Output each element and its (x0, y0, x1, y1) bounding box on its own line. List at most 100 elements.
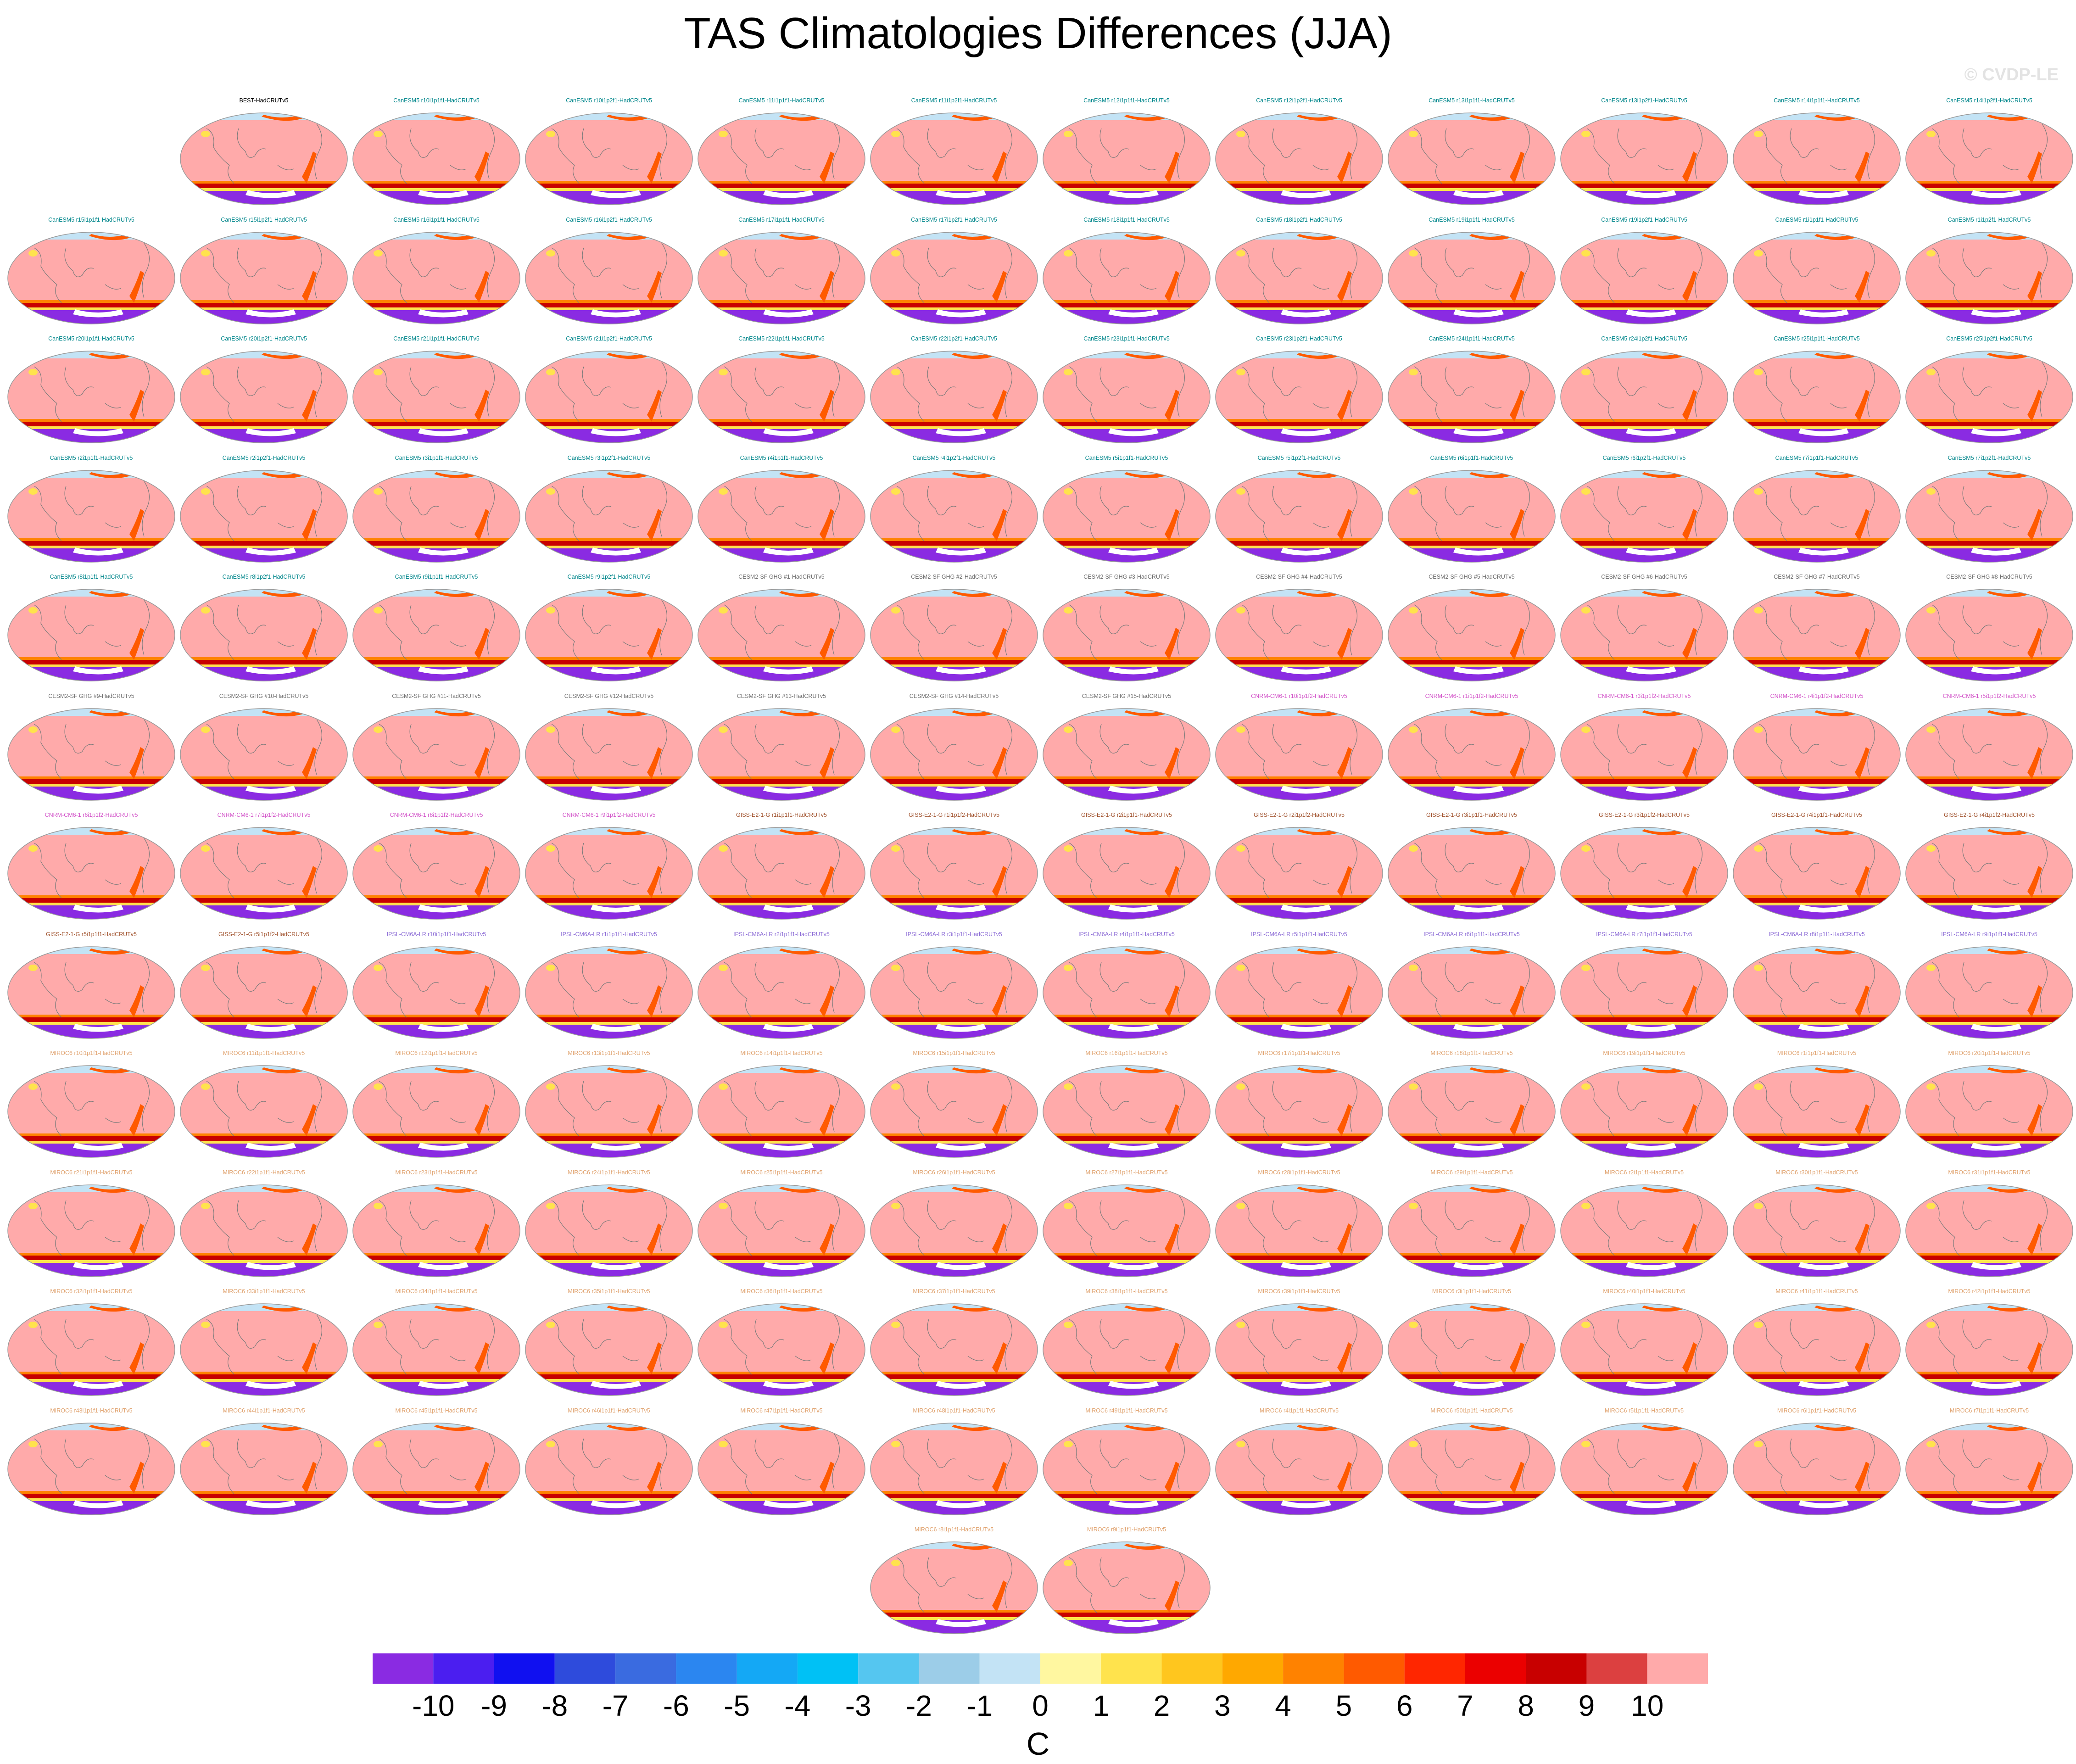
southern-band (1733, 188, 1900, 191)
southern-band (1388, 1136, 1555, 1141)
panel-label: MIROC6 r31i1p1f1-HadCRUTv5 (1948, 1169, 2030, 1176)
regional-anomaly (992, 985, 1007, 1017)
coastline (105, 1117, 122, 1123)
antarctica-mask (1281, 1262, 1331, 1270)
anomaly-spot (719, 1083, 728, 1090)
map-panel: MIROC6 r4i1p1f1-HadCRUTv5 (1215, 1407, 1383, 1515)
map-panel: CESM2-SF GHG #14-HadCRUTv5 (870, 693, 1038, 801)
coastline (1140, 1117, 1157, 1123)
coastline (2003, 165, 2020, 170)
regional-anomaly (1855, 1223, 1870, 1256)
coastline (1485, 641, 1502, 647)
colorbar-swatch (737, 1653, 798, 1684)
anomaly-spot (1926, 1322, 1936, 1328)
antarctica-mask (591, 1500, 641, 1508)
southern-band (1733, 1133, 1900, 1137)
coastline (1414, 1200, 1442, 1256)
southern-band (1216, 1379, 1383, 1382)
arctic-anomaly (434, 115, 475, 121)
coastline (409, 724, 439, 754)
arctic-anomaly (262, 234, 303, 240)
map-panel: MIROC6 r11i1p1f1-HadCRUTv5 (180, 1050, 348, 1158)
southern-band (180, 664, 347, 667)
coastline (142, 838, 150, 894)
coastline (659, 123, 668, 179)
map-panel: MIROC6 r17i1p1f1-HadCRUTv5 (1215, 1050, 1383, 1158)
southern-band (1733, 300, 1900, 304)
coastline (1177, 719, 1185, 775)
panel-label: MIROC6 r2i1p1f1-HadCRUTv5 (1605, 1169, 1684, 1176)
regional-anomaly (992, 866, 1007, 898)
regional-anomaly (1682, 390, 1697, 422)
arctic-anomaly (1297, 1424, 1338, 1431)
arctic-anomaly (1987, 829, 2028, 836)
southern-band (1561, 1017, 1728, 1022)
anomaly-spot (1754, 250, 1763, 257)
coastline (967, 1237, 984, 1242)
southern-band (698, 657, 865, 661)
anomaly-spot (1754, 607, 1763, 614)
antarctica-mask (418, 904, 469, 913)
coastline (379, 1200, 407, 1256)
coastline (1272, 1319, 1302, 1349)
map-outline (1215, 827, 1383, 920)
southern-band (1216, 538, 1383, 542)
southern-band (1906, 1260, 2073, 1263)
coastline (2040, 481, 2048, 536)
coastline (896, 604, 925, 660)
regional-anomaly (474, 508, 489, 541)
map-panel: CESM2-SF GHG #6-HadCRUTv5 (1560, 574, 1728, 681)
southern-band (698, 1133, 865, 1137)
coastline (1272, 604, 1302, 634)
coastline (314, 481, 323, 536)
southern-band (180, 422, 347, 426)
anomaly-spot (1754, 1440, 1763, 1447)
coastline (622, 1117, 639, 1123)
coastline (1695, 362, 1703, 418)
panel-label: CanESM5 r6i1p2f1-HadCRUTv5 (1603, 455, 1686, 461)
map-outline (1733, 946, 1901, 1039)
regional-anomaly (302, 1104, 317, 1136)
coastline (1099, 1438, 1129, 1468)
southern-band (525, 1490, 692, 1495)
map-panel: CanESM5 r22i1p1f1-HadCRUTv5 (698, 335, 865, 443)
southern-band (1906, 1141, 2073, 1144)
regional-anomaly (302, 985, 317, 1017)
map-panel: MIROC6 r14i1p1f1-HadCRUTv5 (698, 1050, 865, 1158)
southern-band (871, 1133, 1038, 1137)
anomaly-spot (891, 607, 900, 614)
map-outline (7, 946, 175, 1039)
southern-band (1561, 302, 1728, 307)
regional-anomaly (129, 508, 144, 541)
map-outline (1043, 708, 1211, 801)
southern-band (180, 1014, 347, 1018)
southern-band (871, 1141, 1038, 1144)
anomaly-spot (1236, 1202, 1245, 1209)
coastline (1445, 486, 1474, 515)
antarctica-mask (936, 666, 986, 675)
coastline (450, 1475, 467, 1480)
coastline (33, 1438, 62, 1494)
anomaly-spot (374, 250, 383, 257)
coastline (409, 1319, 439, 1349)
map-outline (7, 351, 175, 443)
coastline (1241, 843, 1270, 899)
anomaly-spot (374, 607, 383, 614)
southern-band (525, 184, 692, 188)
coastline (277, 641, 294, 647)
southern-band (353, 426, 520, 429)
map-outline (1560, 589, 1728, 681)
map-outline (1215, 708, 1383, 801)
antarctica-mask (1626, 309, 1676, 317)
map-panel: CanESM5 r16i1p1f1-HadCRUTv5 (352, 217, 520, 324)
antarctica-mask (1798, 190, 1849, 198)
anomaly-spot (28, 607, 38, 614)
coastline (1962, 366, 1992, 396)
southern-band (353, 181, 520, 184)
regional-anomaly (992, 628, 1007, 660)
antarctica-mask (936, 1262, 986, 1270)
colorbar-swatch (1647, 1653, 1708, 1684)
coastline (1485, 522, 1502, 528)
map-panel: CanESM5 r18i1p1f1-HadCRUTv5 (1043, 217, 1211, 324)
coastline (2003, 1237, 2020, 1242)
